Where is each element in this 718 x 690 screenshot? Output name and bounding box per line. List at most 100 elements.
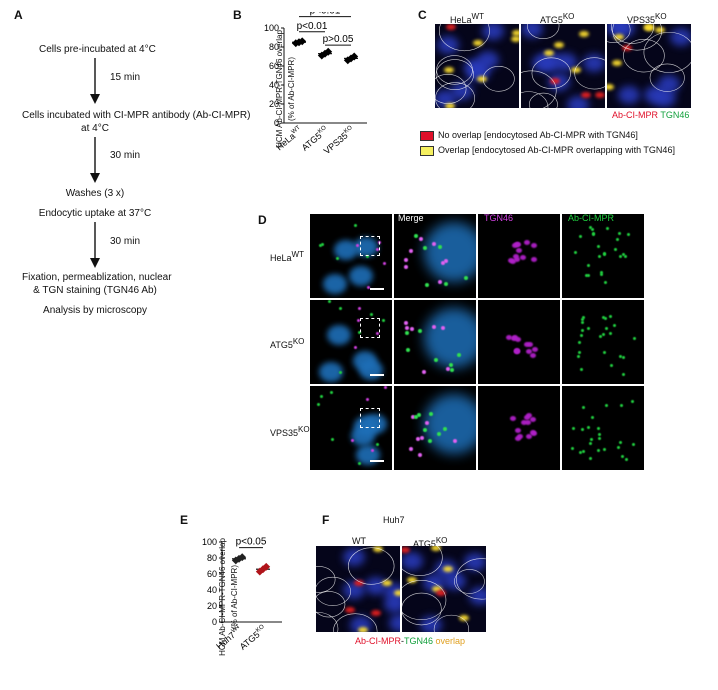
cell-signal [356, 444, 381, 465]
cell-outline [527, 24, 560, 40]
cell-signal [619, 354, 623, 358]
cell-signal [417, 413, 421, 418]
y-tick-label: 100 [202, 537, 217, 547]
cell-signal [607, 24, 628, 36]
cell-signal [644, 25, 655, 32]
cell-signal [420, 435, 425, 440]
cell-signal [381, 579, 392, 586]
cell-signal [527, 341, 534, 347]
cell-signal [577, 341, 581, 345]
cell-signal [463, 276, 468, 281]
cell-signal [605, 327, 609, 331]
scale-bar [370, 460, 384, 462]
cell-signal [358, 330, 362, 334]
micrograph-d-r1-c1 [394, 300, 476, 384]
cell-signal [655, 27, 666, 34]
cell-signal [408, 447, 413, 452]
cell-outline [435, 82, 475, 108]
y-tick-label: 100 [264, 23, 279, 33]
cell-outline [482, 66, 515, 92]
micrograph-d-r2-c1 [394, 386, 476, 470]
cell-signal [353, 346, 357, 350]
significance-label: p<0.05 [236, 537, 267, 548]
cell-signal [424, 308, 476, 368]
cell-signal [580, 321, 584, 325]
step-uptake: Endocytic uptake at 37°C [38, 208, 152, 219]
panel-d-header-merge: Merge [398, 213, 424, 223]
cell-outlines [607, 24, 691, 92]
cell-signal [550, 77, 561, 84]
panel-a-label: A [14, 8, 23, 22]
cell-signal [605, 404, 609, 408]
cell-signal [411, 414, 416, 419]
cell-outline [611, 24, 655, 44]
cell-signal [591, 227, 595, 231]
cell-signal [512, 253, 519, 259]
cell-signal [354, 580, 365, 587]
cell-signal [443, 565, 454, 572]
cell-outline [521, 70, 557, 108]
cell-signal [514, 428, 521, 434]
cell-signal [599, 335, 603, 339]
cell-outline [649, 63, 685, 92]
cell-signal [402, 547, 411, 554]
cell-signal [515, 248, 522, 254]
cell-signal [404, 320, 409, 325]
cell-outline [435, 74, 467, 104]
legend-swatch-overlap [420, 146, 434, 156]
cell-signal [574, 250, 578, 254]
cell-outline [521, 91, 549, 108]
panel-c-col-vps35: VPS35KO [627, 12, 667, 25]
cell-signal [597, 433, 601, 437]
cell-outline [643, 31, 691, 73]
cell-signal [450, 368, 455, 373]
panel-f-caption: Ab-CI-MPR-TGN46 overlap [355, 636, 466, 646]
cell-signal [383, 594, 400, 613]
cell-signal [514, 257, 521, 263]
cell-signal [424, 282, 429, 287]
legend-no-overlap: No overlap [endocytosed Ab-CI-MPR with T… [438, 130, 638, 140]
cell-signal [444, 67, 455, 74]
cell-signal [371, 609, 382, 616]
cell-signal [437, 431, 442, 436]
cell-signal [589, 437, 593, 441]
y-tick-label: 20 [269, 99, 279, 109]
micrograph-f-atg5 [402, 546, 486, 632]
cell-signal [353, 237, 378, 258]
cell-signal [436, 589, 447, 596]
cell-signal [520, 420, 527, 426]
cell-signal [514, 336, 521, 342]
cell-signal [602, 253, 606, 257]
micrograph-c-vps35 [607, 24, 691, 108]
scale-bar [370, 374, 384, 376]
micrograph-d-r0-c1 [394, 214, 476, 298]
cell-signal [506, 334, 513, 340]
cell-signal [586, 425, 590, 429]
micrograph-d-r2-c0 [310, 386, 392, 470]
cell-signal [554, 52, 577, 71]
cell-signal [482, 24, 505, 41]
cell-signal [372, 546, 383, 553]
cell-signal [320, 395, 324, 399]
cell-signal [609, 314, 613, 318]
cell-signal [448, 363, 453, 368]
cell-outline [316, 612, 339, 632]
cell-signal [601, 316, 605, 320]
cell-signal [405, 348, 410, 353]
cell-signal [618, 85, 641, 104]
cell-signal [602, 333, 606, 337]
cell-signal [588, 226, 592, 229]
cell-signal [579, 334, 583, 338]
panel-c-channels: Ab-CI-MPR TGN46 [612, 110, 690, 120]
cell-signal [598, 254, 602, 258]
cell-outline [435, 59, 474, 91]
arrow-down-icon [90, 137, 100, 183]
zoom-region-box [360, 408, 380, 428]
micrograph-c-atg5 [521, 24, 605, 108]
cell-signal [597, 245, 601, 249]
panel-c-col-atg5: ATG5KO [540, 12, 575, 25]
cell-signal [579, 235, 583, 239]
micrograph-c-hela [435, 24, 519, 108]
cell-outline [402, 546, 443, 576]
cell-signal [417, 453, 422, 458]
